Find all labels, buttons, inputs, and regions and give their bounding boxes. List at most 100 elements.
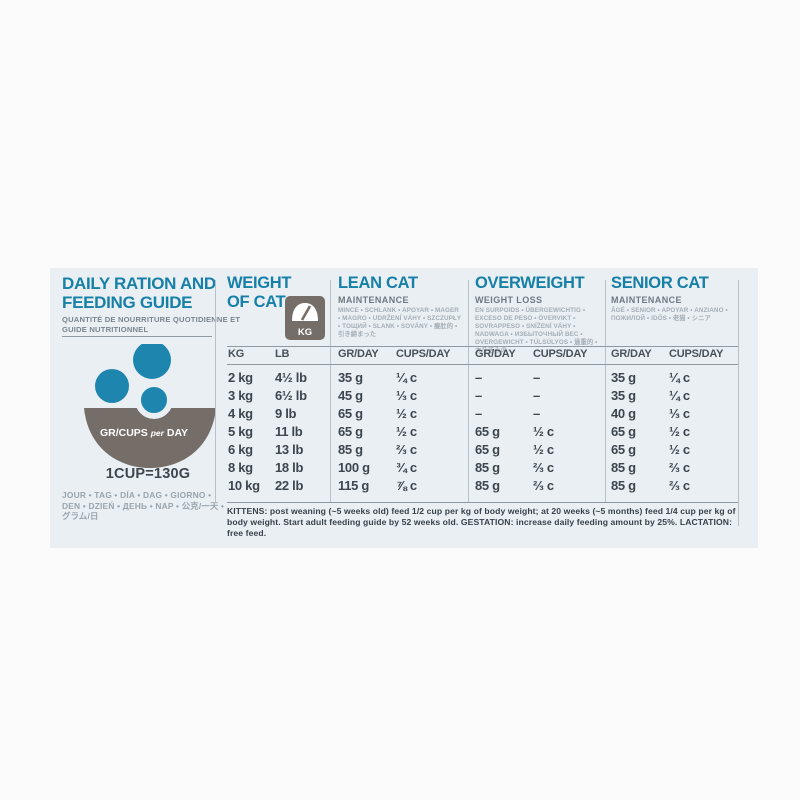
overweight-col-header-cups: CUPS/DAY xyxy=(533,348,588,360)
lean-section-title: LEAN CAT xyxy=(338,274,418,292)
bowl-label: GR/CUPS per DAY xyxy=(100,427,188,439)
table-row: 6 kg 13 lb xyxy=(228,440,322,458)
weight-rows: 2 kg 4½ lb 3 kg 6½ lb 4 kg 9 lb 5 kg 11 lb 6 kg 1… xyxy=(228,368,322,494)
table-row: 85 g ⅔ c xyxy=(611,458,727,476)
table-cell: 85 g xyxy=(475,459,500,475)
table-row: 65 g ½ c xyxy=(338,422,454,440)
header-rule-bottom xyxy=(227,364,738,365)
table-cell: ¼ c xyxy=(669,387,690,403)
table-cell: 35 g xyxy=(611,387,636,403)
table-cell: 4½ lb xyxy=(275,369,307,385)
table-row: 65 g ½ c xyxy=(338,404,454,422)
table-cell: 2 kg xyxy=(228,369,253,385)
table-cell: ¼ c xyxy=(396,369,417,385)
table-row: 5 kg 11 lb xyxy=(228,422,322,440)
weight-title-line2: OF CAT xyxy=(227,293,286,311)
table-cell: ⅔ c xyxy=(533,477,554,493)
table-cell: 65 g xyxy=(475,423,500,439)
senior-section-title: SENIOR CAT xyxy=(611,274,709,292)
table-row: 35 g ¼ c xyxy=(338,368,454,386)
panel-title: DAILY RATION AND FEEDING GUIDE xyxy=(62,274,216,312)
table-row: 85 g ⅔ c xyxy=(475,476,591,494)
senior-col-header-cups: CUPS/DAY xyxy=(669,348,724,360)
table-row: – – xyxy=(475,404,591,422)
scale-icon-svg: KG xyxy=(285,296,325,340)
col-header-lb: LB xyxy=(275,348,290,360)
table-row: 35 g ¼ c xyxy=(611,368,727,386)
table-cell: ⅔ c xyxy=(533,459,554,475)
lean-translations: MINCE • SCHLANK • APOYAR • MAGER • MAGRO… xyxy=(338,307,462,338)
divider-lean-overweight xyxy=(468,280,469,502)
table-row: 2 kg 4½ lb xyxy=(228,368,322,386)
bowl-kibble-icon: GR/CUPS per DAY xyxy=(78,341,218,476)
table-cell: ½ c xyxy=(396,423,417,439)
lean-col-header-cups: CUPS/DAY xyxy=(396,348,451,360)
table-cell: ½ c xyxy=(669,441,690,457)
table-cell: 4 kg xyxy=(228,405,253,421)
table-cell: 5 kg xyxy=(228,423,253,439)
scale-icon-label: KG xyxy=(298,327,312,338)
table-cell: ¼ c xyxy=(669,369,690,385)
table-cell: 9 lb xyxy=(275,405,297,421)
senior-section-subtitle: MAINTENANCE xyxy=(611,295,682,305)
divider-overweight-senior xyxy=(605,280,606,502)
table-cell: ¾ c xyxy=(396,459,417,475)
scale-icon: KG xyxy=(285,296,325,340)
table-row: 3 kg 6½ lb xyxy=(228,386,322,404)
table-cell: 35 g xyxy=(338,369,363,385)
table-cell: 6½ lb xyxy=(275,387,307,403)
table-row: – – xyxy=(475,368,591,386)
kitten-feeding-note: KITTENS: post weaning (~5 weeks old) fee… xyxy=(227,506,736,538)
table-row: 35 g ¼ c xyxy=(611,386,727,404)
lean-section-subtitle: MAINTENANCE xyxy=(338,295,409,305)
feeding-guide-panel: DAILY RATION AND FEEDING GUIDE QUANTITÉ … xyxy=(50,268,758,548)
table-row: 65 g ½ c xyxy=(475,422,591,440)
table-cell: 85 g xyxy=(475,477,500,493)
table-row: 85 g ⅔ c xyxy=(475,458,591,476)
table-cell: ½ c xyxy=(669,423,690,439)
table-row: 100 g ¾ c xyxy=(338,458,454,476)
table-row: 85 g ⅔ c xyxy=(338,440,454,458)
col-header-kg: KG xyxy=(228,348,245,360)
table-cell: ½ c xyxy=(396,405,417,421)
table-cell: 65 g xyxy=(475,441,500,457)
table-cell: ½ c xyxy=(533,441,554,457)
table-cell: – xyxy=(533,369,540,385)
table-cell: 8 kg xyxy=(228,459,253,475)
table-cell: ⅓ c xyxy=(669,405,690,421)
table-row: 65 g ½ c xyxy=(611,440,727,458)
table-cell: 65 g xyxy=(338,423,363,439)
cup-equivalence: 1CUP=130G xyxy=(105,466,191,482)
overweight-section-subtitle: WEIGHT LOSS xyxy=(475,295,543,305)
table-cell: – xyxy=(475,405,482,421)
table-cell: ½ c xyxy=(533,423,554,439)
senior-rows: 35 g ¼ c 35 g ¼ c 40 g ⅓ c 65 g ½ c 65 g ½ c 85 g ⅔… xyxy=(611,368,727,494)
table-cell: 18 lb xyxy=(275,459,304,475)
table-cell: 85 g xyxy=(338,441,363,457)
table-cell: – xyxy=(533,387,540,403)
table-cell: ⅓ c xyxy=(396,387,417,403)
overweight-translations: EN SURPOIDS • ÜBERGEWICHTIG • EXCESO DE … xyxy=(475,307,598,354)
table-cell: 3 kg xyxy=(228,387,253,403)
table-cell: – xyxy=(533,405,540,421)
table-row: 115 g ⅞ c xyxy=(338,476,454,494)
header-rule-top xyxy=(227,346,738,347)
weight-title-line1: WEIGHT xyxy=(227,274,292,292)
table-row: 45 g ⅓ c xyxy=(338,386,454,404)
table-cell: ⅔ c xyxy=(669,477,690,493)
table-cell: 115 g xyxy=(338,477,370,493)
table-cell: 85 g xyxy=(611,459,636,475)
table-cell: ⅔ c xyxy=(669,459,690,475)
senior-col-header-gr: GR/DAY xyxy=(611,348,652,360)
weight-section-title: WEIGHT OF CAT xyxy=(227,274,292,312)
table-cell: 10 kg xyxy=(228,477,260,493)
panel-subtitle: QUANTITÉ DE NOURRITURE QUOTIDIENNE ET GU… xyxy=(62,315,241,334)
table-cell: 85 g xyxy=(611,477,636,493)
table-row: 10 kg 22 lb xyxy=(228,476,322,494)
table-cell: 65 g xyxy=(611,423,636,439)
table-cell: 11 lb xyxy=(275,423,303,439)
table-cell: 45 g xyxy=(338,387,363,403)
table-row: 8 kg 18 lb xyxy=(228,458,322,476)
subtitle-divider xyxy=(62,336,212,337)
